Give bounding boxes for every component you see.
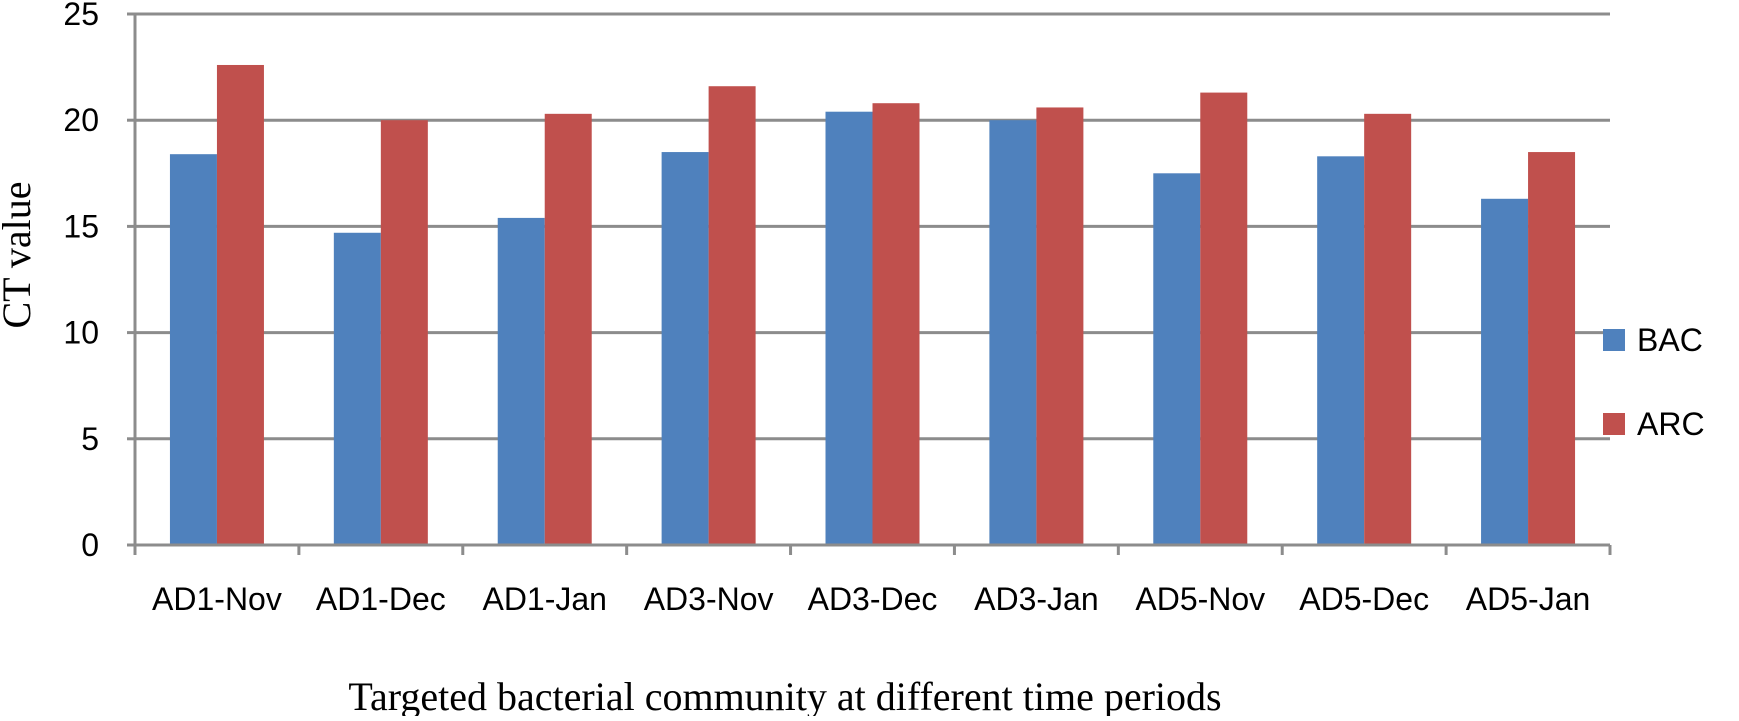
x-tick-label: AD1-Jan bbox=[482, 581, 607, 617]
x-tick-label: AD3-Nov bbox=[644, 581, 774, 617]
legend-swatch-arc bbox=[1603, 413, 1625, 435]
axes bbox=[133, 14, 1612, 555]
x-axis-title: Targeted bacterial community at differen… bbox=[348, 674, 1221, 716]
legend-label-arc: ARC bbox=[1637, 406, 1705, 442]
x-tick-label: AD3-Jan bbox=[974, 581, 1099, 617]
y-tick-label: 5 bbox=[81, 421, 99, 457]
legend-label-bac: BAC bbox=[1637, 322, 1703, 358]
x-tick-label: AD1-Dec bbox=[316, 581, 446, 617]
y-tick-label: 10 bbox=[63, 315, 99, 351]
bar-bac bbox=[1317, 156, 1365, 546]
bar-bac bbox=[497, 217, 545, 546]
bar-arc bbox=[1528, 152, 1576, 545]
bar-arc bbox=[380, 120, 428, 545]
legend-swatch-bac bbox=[1603, 329, 1625, 351]
x-tick-label: AD5-Jan bbox=[1466, 581, 1591, 617]
bar-arc bbox=[872, 103, 920, 545]
bar-bac bbox=[661, 152, 709, 545]
y-tick-label: 20 bbox=[63, 102, 99, 138]
bar-arc bbox=[1364, 113, 1412, 545]
y-axis-title: CT value bbox=[0, 181, 39, 328]
bar-arc bbox=[1200, 92, 1248, 545]
y-tick-label: 0 bbox=[81, 527, 99, 563]
bar-arc bbox=[1036, 107, 1084, 546]
bar-arc bbox=[708, 86, 756, 545]
x-tick-label: AD5-Dec bbox=[1299, 581, 1429, 617]
x-tick-label: AD1-Nov bbox=[152, 581, 282, 617]
bars bbox=[169, 64, 1576, 546]
bar-bac bbox=[1481, 198, 1529, 545]
bar-bac bbox=[333, 232, 381, 545]
x-tick-labels: AD1-Nov AD1-Dec AD1-Jan AD3-Nov AD3-Dec AD3-J… bbox=[152, 581, 1590, 617]
y-tick-label: 25 bbox=[63, 0, 99, 32]
legend: BAC ARC bbox=[1603, 322, 1705, 442]
x-tick-label: AD3-Dec bbox=[808, 581, 938, 617]
x-tick-label: AD5-Nov bbox=[1135, 581, 1265, 617]
bar-bac bbox=[825, 111, 873, 545]
bar-bac bbox=[169, 154, 217, 545]
bar-arc bbox=[544, 113, 592, 545]
bar-arc bbox=[216, 64, 264, 545]
y-tick-label: 15 bbox=[63, 208, 99, 244]
bar-bac bbox=[1153, 173, 1201, 546]
y-tick-labels: 0 5 10 15 20 25 bbox=[63, 0, 99, 563]
bar-bac bbox=[989, 120, 1037, 545]
